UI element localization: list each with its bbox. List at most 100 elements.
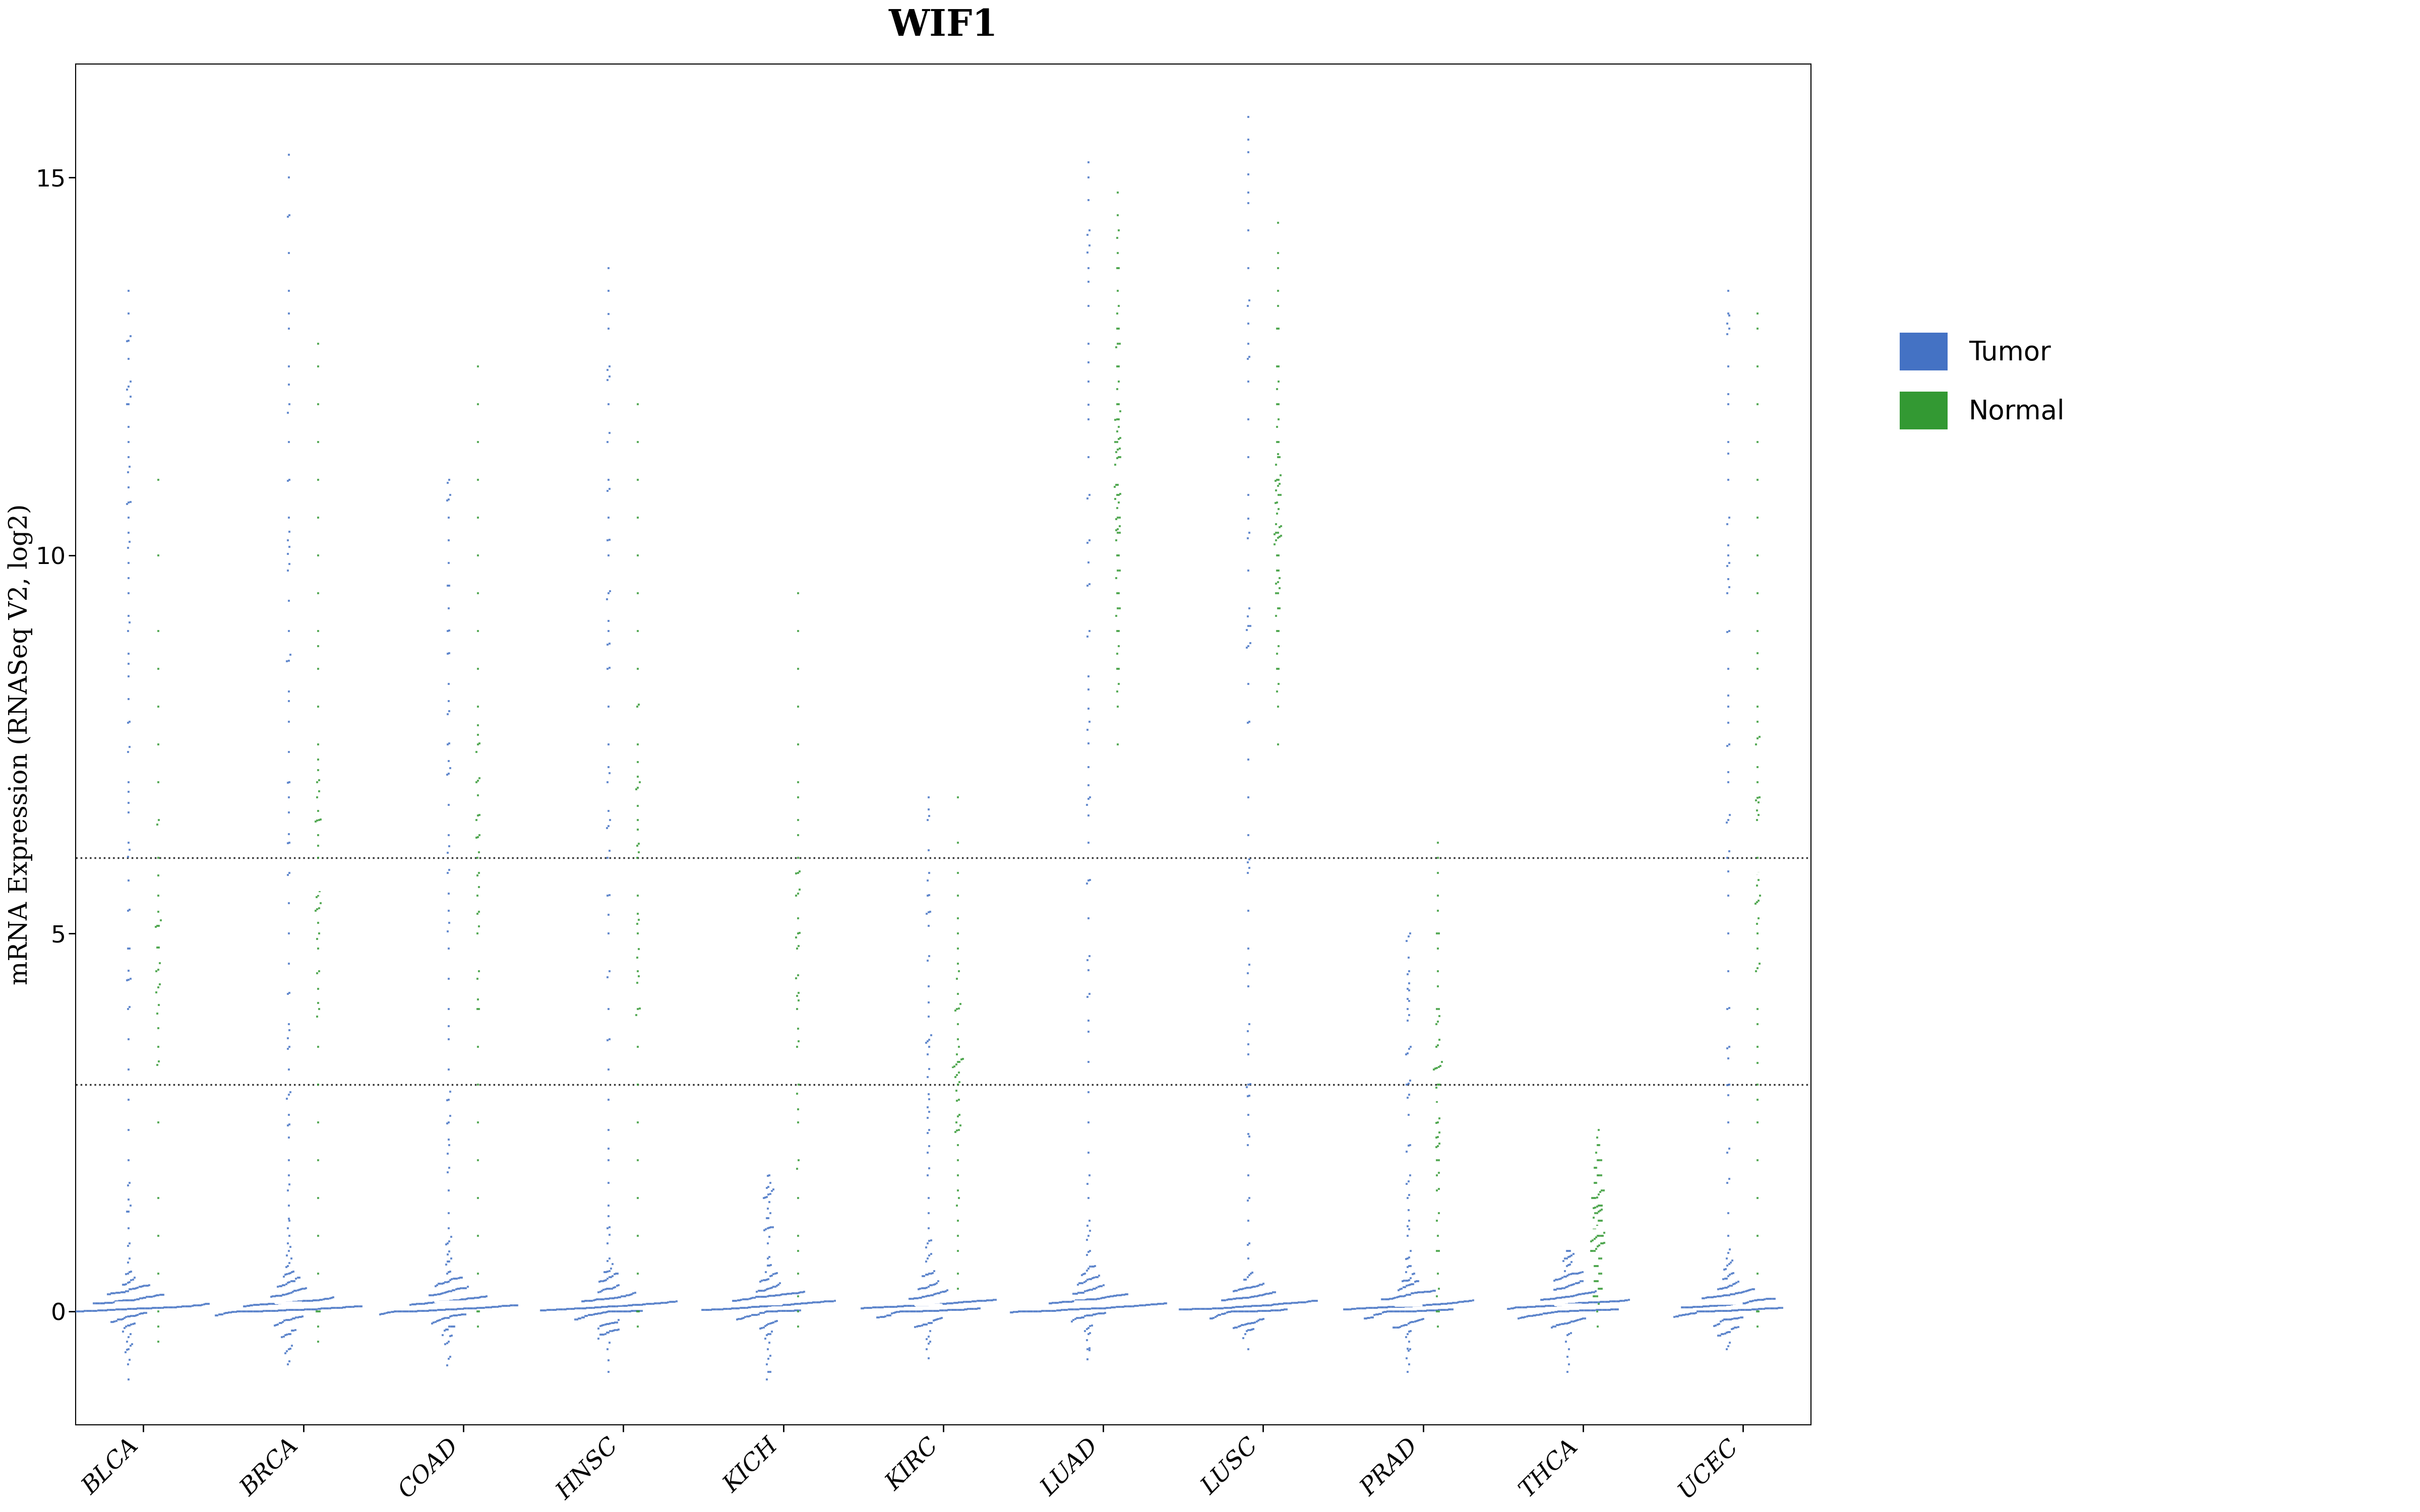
Point <box>1454 1288 1493 1312</box>
Point <box>1730 1297 1769 1321</box>
Point <box>1222 1294 1261 1318</box>
Point <box>136 1296 174 1320</box>
Point <box>590 1259 629 1284</box>
Point <box>460 1185 499 1210</box>
Point <box>126 1296 165 1320</box>
Point <box>1416 1034 1454 1058</box>
Point <box>247 1299 286 1323</box>
Point <box>1433 1291 1471 1315</box>
Point <box>99 1297 138 1321</box>
Point <box>1379 1285 1418 1309</box>
Point <box>1413 1299 1452 1323</box>
Point <box>724 1287 762 1311</box>
Point <box>1510 1303 1549 1328</box>
Point <box>893 1294 932 1318</box>
Point <box>1762 1296 1800 1320</box>
Point <box>1738 936 1776 960</box>
Point <box>1162 1297 1200 1321</box>
Point <box>871 1294 910 1318</box>
Point <box>1549 1285 1588 1309</box>
Point <box>745 1279 784 1303</box>
Point <box>128 1296 167 1320</box>
Point <box>143 1282 182 1306</box>
Point <box>1229 709 1268 733</box>
Point <box>460 767 499 791</box>
Point <box>402 1291 440 1315</box>
Point <box>854 1296 893 1320</box>
Point <box>1014 1299 1053 1323</box>
Point <box>1033 1291 1072 1315</box>
Point <box>908 901 946 925</box>
Point <box>116 1276 155 1300</box>
Point <box>702 1297 741 1321</box>
Point <box>269 1263 307 1287</box>
Point <box>1241 1284 1280 1308</box>
Point <box>1251 1281 1290 1305</box>
Point <box>750 1276 789 1300</box>
Point <box>1711 1293 1750 1317</box>
Point <box>1389 1214 1428 1238</box>
Point <box>1549 1323 1588 1347</box>
Point <box>1387 1294 1425 1318</box>
Point <box>288 1297 327 1321</box>
Point <box>779 785 818 809</box>
Point <box>1408 1279 1447 1303</box>
Point <box>1573 1290 1612 1314</box>
Point <box>881 1299 920 1323</box>
Point <box>109 968 148 992</box>
Point <box>438 1297 477 1321</box>
Point <box>283 1288 322 1312</box>
Point <box>620 794 658 818</box>
Point <box>750 1359 789 1383</box>
Point <box>1256 528 1295 552</box>
Point <box>600 1299 639 1323</box>
Point <box>1084 1285 1123 1309</box>
Point <box>1740 889 1779 913</box>
Point <box>1738 798 1776 823</box>
Point <box>436 1278 474 1302</box>
Point <box>97 1290 136 1314</box>
Point <box>1515 1294 1554 1318</box>
Point <box>1418 921 1457 945</box>
Point <box>1738 874 1776 898</box>
Point <box>1229 1337 1268 1361</box>
Point <box>603 1284 641 1308</box>
Point <box>1229 671 1268 696</box>
Point <box>111 490 150 514</box>
Point <box>1738 316 1776 340</box>
Point <box>1525 1294 1563 1318</box>
Point <box>939 860 978 885</box>
Point <box>762 1299 801 1323</box>
Point <box>908 1235 946 1259</box>
Point <box>247 1293 286 1317</box>
Point <box>378 1299 416 1323</box>
Point <box>586 1269 624 1293</box>
Point <box>1706 1320 1745 1344</box>
Point <box>1728 1290 1767 1314</box>
Point <box>1060 1306 1099 1331</box>
Point <box>932 1297 970 1321</box>
Point <box>29 1300 68 1325</box>
Point <box>1713 1293 1752 1317</box>
Point <box>733 1303 772 1328</box>
Point <box>460 959 499 983</box>
Point <box>269 1087 307 1111</box>
Point <box>1070 1110 1108 1134</box>
Point <box>1232 1275 1270 1299</box>
Point <box>431 618 469 643</box>
Point <box>1699 1323 1738 1347</box>
Point <box>392 1299 431 1323</box>
Point <box>1099 331 1137 355</box>
Point <box>1534 1314 1573 1338</box>
Point <box>1404 1299 1442 1323</box>
Point <box>1433 1297 1471 1321</box>
Point <box>1389 1311 1428 1335</box>
Point <box>748 1337 786 1361</box>
Point <box>1258 376 1297 401</box>
Point <box>1430 1297 1469 1321</box>
Point <box>97 1281 136 1305</box>
Point <box>1539 1267 1578 1291</box>
Point <box>1389 1072 1428 1096</box>
Point <box>1070 150 1108 174</box>
Point <box>1070 256 1108 280</box>
